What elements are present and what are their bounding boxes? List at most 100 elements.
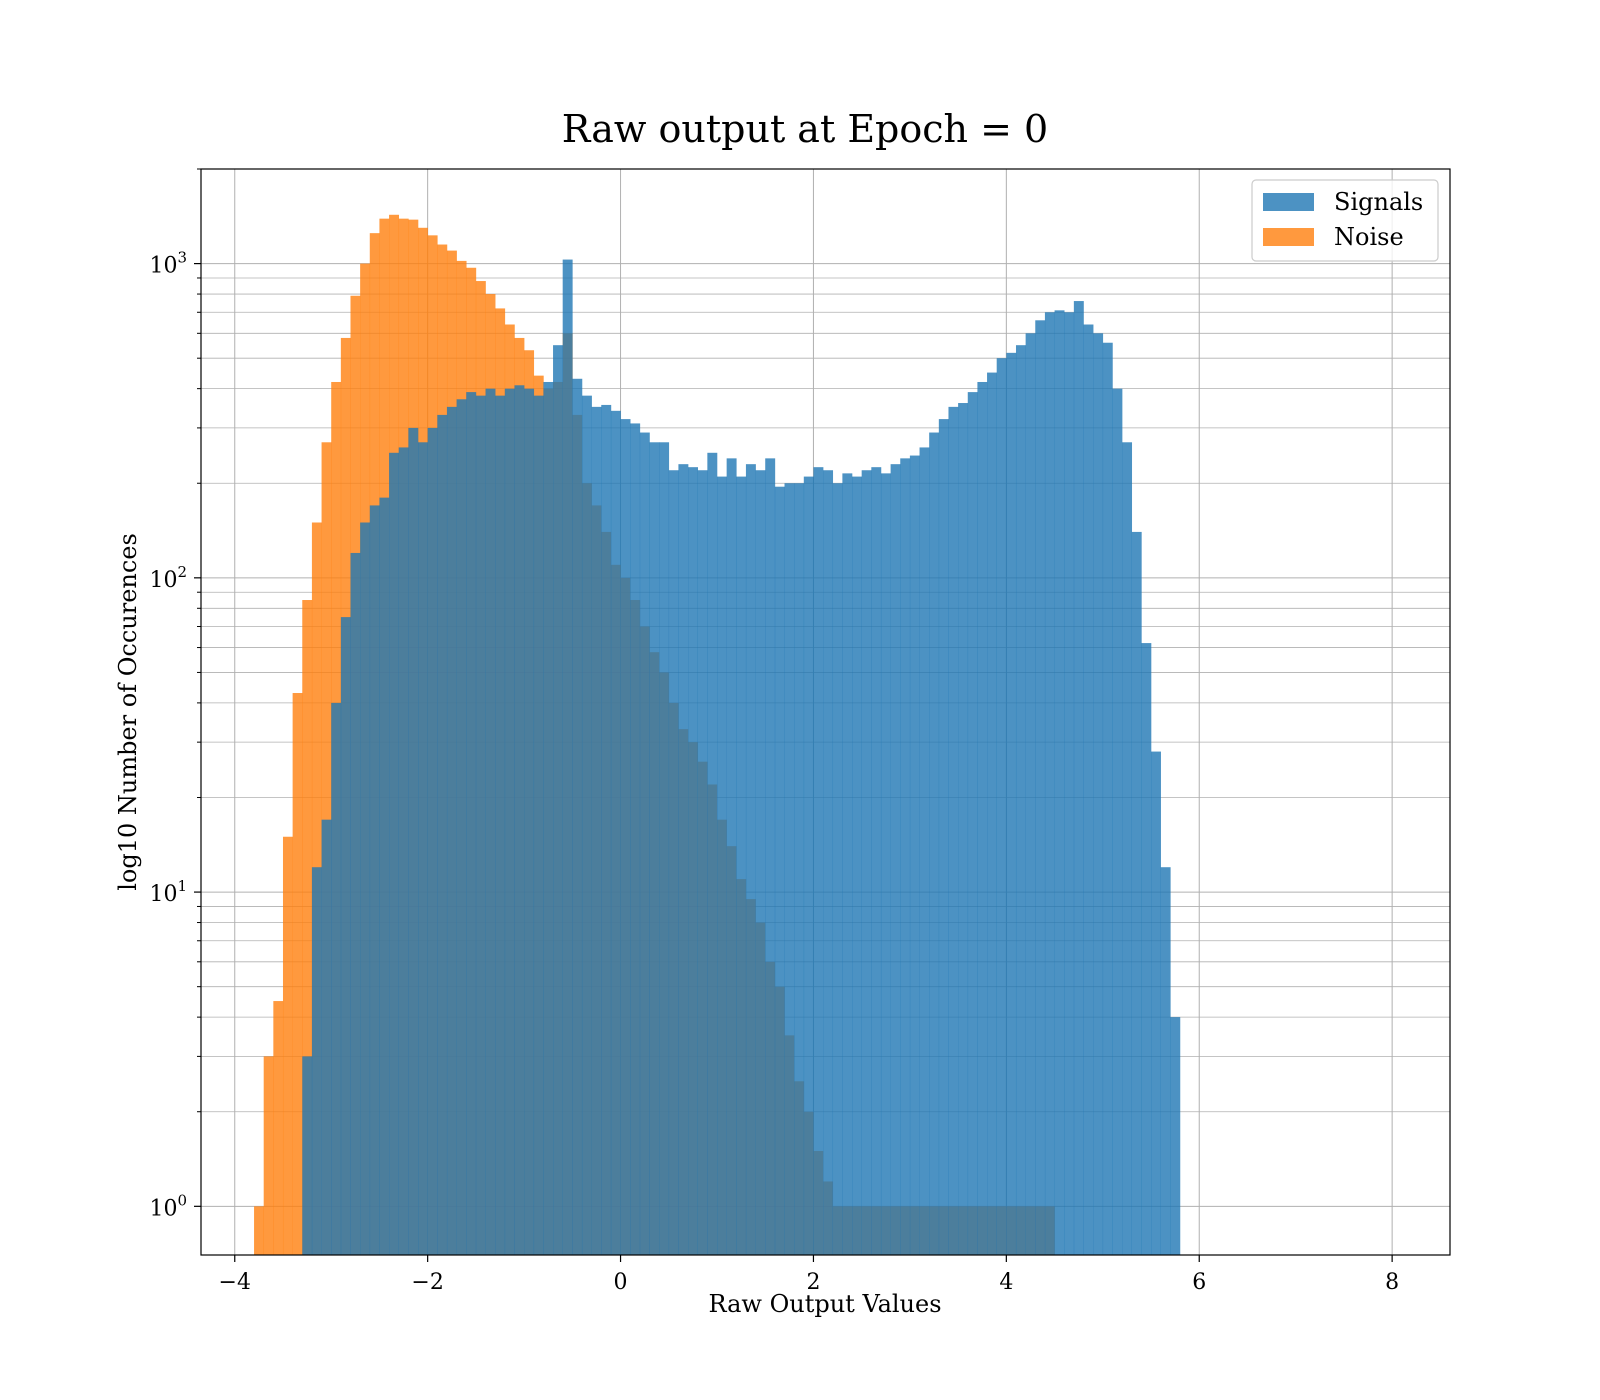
x-tick-label: 6 <box>1192 1270 1206 1295</box>
signal-bar <box>823 470 834 1255</box>
signal-bar <box>774 486 785 1255</box>
signal-bar <box>929 432 940 1255</box>
signal-bar <box>1035 320 1046 1255</box>
signal-bar <box>591 406 602 1255</box>
noise-legend-swatch <box>1263 228 1314 246</box>
signal-bar <box>794 483 805 1255</box>
noise-bar <box>263 1056 274 1255</box>
signal-bar <box>1170 1017 1181 1255</box>
signal-bar <box>900 458 911 1255</box>
signal-bar <box>533 395 544 1255</box>
signal-bar <box>1112 388 1123 1255</box>
signal-bar <box>832 483 843 1255</box>
signal-bar <box>466 392 477 1255</box>
signal-bar <box>880 473 891 1255</box>
legend: Signals Noise <box>1251 179 1439 262</box>
x-tick-label: 2 <box>806 1270 820 1295</box>
signal-bar <box>639 432 650 1255</box>
signal-bar <box>427 427 438 1255</box>
signal-bar <box>630 423 641 1256</box>
signal-bar <box>678 464 689 1255</box>
y-tick-label: 102 <box>149 563 187 593</box>
signal-bar <box>1160 867 1171 1255</box>
x-tick-label: 8 <box>1385 1270 1399 1295</box>
signal-bar <box>562 259 573 1255</box>
signal-bar <box>716 476 727 1255</box>
signal-bar <box>1044 312 1055 1256</box>
signal-bar <box>418 442 428 1256</box>
signal-bar <box>408 427 419 1255</box>
signal-bar <box>736 476 747 1255</box>
noise-bar <box>254 1206 264 1255</box>
x-tick-label: −4 <box>219 1270 251 1295</box>
signal-bar <box>398 447 409 1255</box>
signal-bar <box>1073 301 1084 1255</box>
signal-bar <box>890 464 901 1255</box>
signal-bar <box>977 381 988 1255</box>
signal-bar <box>649 442 660 1256</box>
noise-bar <box>302 600 313 1255</box>
x-tick-label: −2 <box>411 1270 443 1295</box>
y-tick-label: 101 <box>149 877 187 907</box>
signal-bar <box>437 414 448 1255</box>
signal-bar <box>1064 312 1075 1256</box>
signal-bar <box>360 522 371 1255</box>
plot-frame <box>200 168 1451 1256</box>
signal-bar <box>475 395 486 1255</box>
signal-bar <box>485 388 496 1255</box>
signal-bar <box>919 447 930 1255</box>
signal-bar <box>765 458 776 1255</box>
signal-bar <box>543 381 554 1255</box>
signal-bar <box>909 455 920 1255</box>
signal-bar <box>803 476 814 1255</box>
x-axis-label: Raw Output Values <box>708 1290 941 1318</box>
chart-title: Raw output at Epoch = 0 <box>562 107 1048 151</box>
y-axis-label: log10 Number of Occurences <box>114 533 142 891</box>
signal-bar <box>495 395 506 1255</box>
signal-bar <box>1015 345 1026 1255</box>
signal-bar <box>350 552 361 1255</box>
signal-bar <box>321 819 332 1255</box>
signal-bar <box>688 467 699 1256</box>
noise-bar <box>282 836 293 1255</box>
signal-bar <box>1151 751 1161 1255</box>
signal-bar <box>1083 324 1094 1255</box>
y-tick-label: 103 <box>149 249 187 279</box>
signal-bar <box>581 395 592 1255</box>
signal-bar <box>784 483 795 1255</box>
signal-bar <box>601 404 612 1256</box>
signal-bar <box>1102 342 1113 1255</box>
signal-bar <box>1131 531 1142 1255</box>
signal-bar <box>948 406 959 1255</box>
signal-bar <box>958 403 969 1255</box>
noise-bar <box>273 1001 284 1255</box>
signal-bar <box>379 497 390 1256</box>
signal-bar <box>524 388 535 1255</box>
signal-bar <box>659 442 670 1256</box>
signal-bar <box>852 476 862 1255</box>
signal-bar <box>996 358 1007 1255</box>
signal-bar <box>697 470 708 1255</box>
noise-legend-label: Noise <box>1334 223 1404 251</box>
signal-bar <box>1122 442 1133 1256</box>
signal-bar <box>668 470 679 1255</box>
signals-legend-swatch <box>1263 193 1314 211</box>
signal-bar <box>1093 333 1104 1255</box>
signal-bar <box>1054 310 1065 1255</box>
signal-bar <box>1006 352 1017 1256</box>
signal-bar <box>446 406 457 1255</box>
signal-bar <box>726 458 737 1255</box>
signal-bar <box>842 473 853 1255</box>
signal-bar <box>553 345 563 1255</box>
signal-bar <box>389 452 400 1255</box>
x-tick-label: 4 <box>999 1270 1013 1295</box>
signal-bar <box>610 410 621 1255</box>
histogram-bars <box>254 214 1181 1256</box>
signal-bar <box>745 464 756 1255</box>
signal-bar <box>987 372 997 1255</box>
signal-bar <box>302 1056 313 1255</box>
signal-bar <box>572 378 583 1255</box>
signal-bar <box>620 419 631 1256</box>
signal-bar <box>504 388 515 1255</box>
